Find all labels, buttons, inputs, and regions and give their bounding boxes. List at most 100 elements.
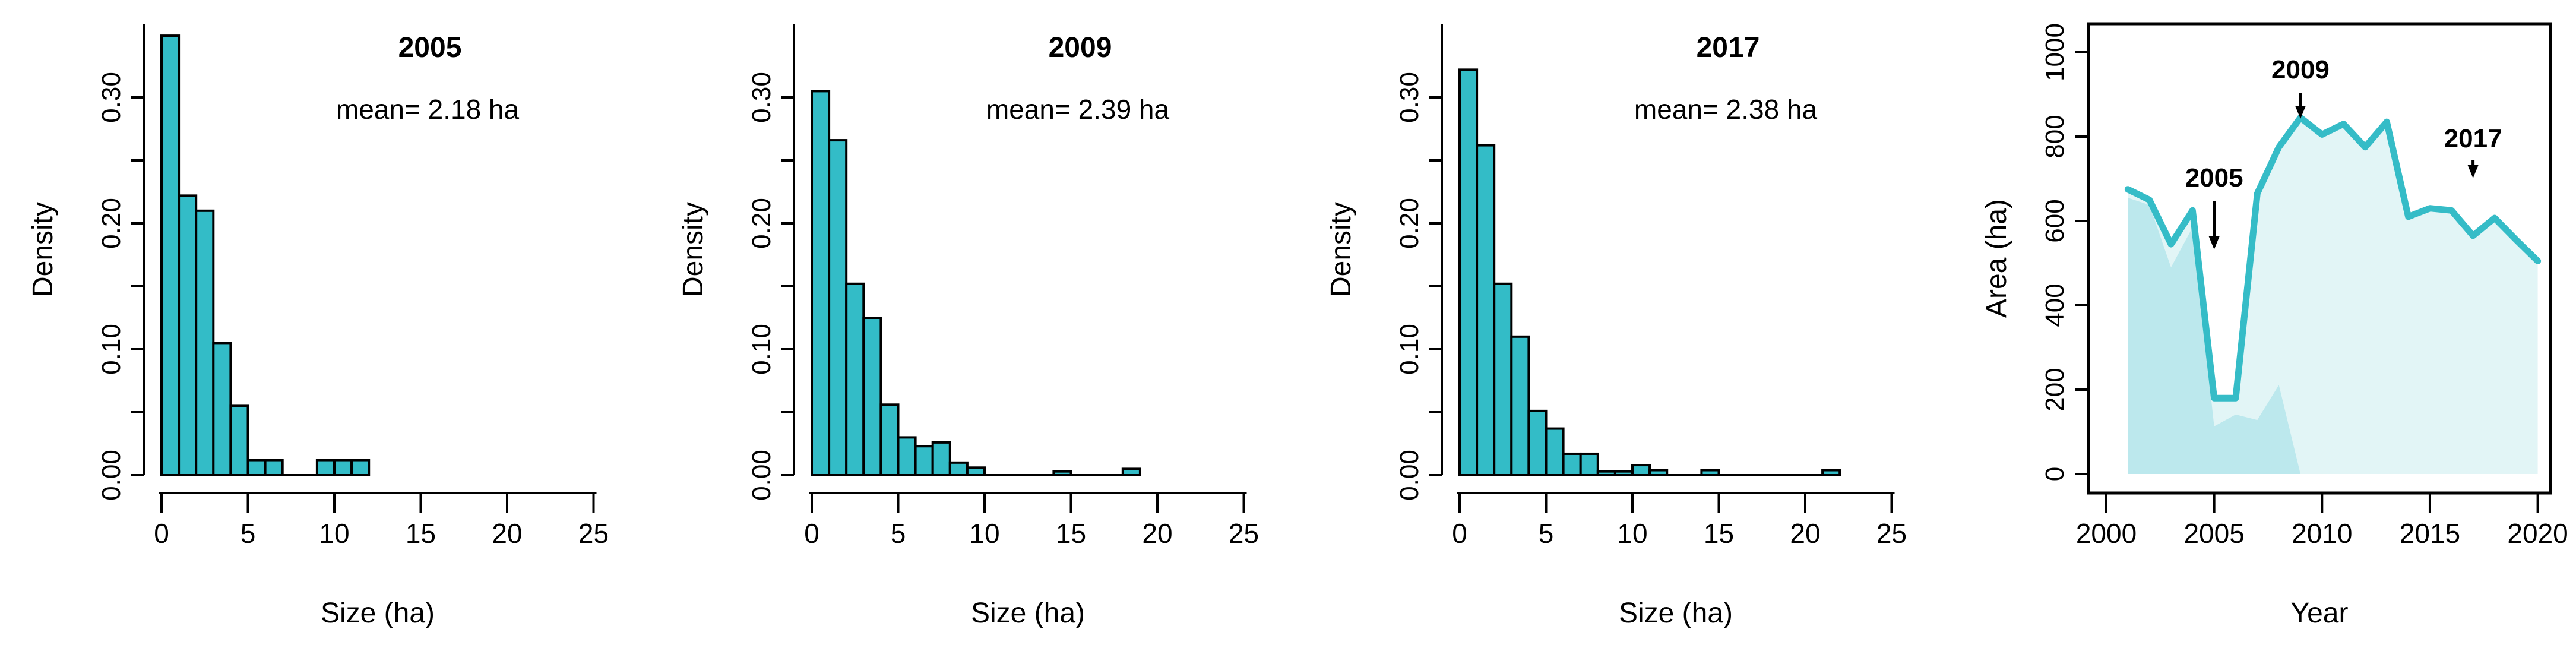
x-tick-label-15: 15 xyxy=(1056,518,1086,549)
annotation-arrowhead xyxy=(2467,165,2479,178)
histogram-bar xyxy=(1596,470,1616,477)
histogram-bar xyxy=(212,342,232,477)
y-tick-label-0.30: 0.30 xyxy=(97,72,126,123)
histogram-bar xyxy=(966,466,986,477)
panel-hist-2005: 2005 mean= 2.18 ha Size (ha) Density xyxy=(27,32,520,629)
panel-hist-2009: 2009 mean= 2.39 ha Size (ha) Density xyxy=(678,32,1170,629)
x-axis-title-size-2: Size (ha) xyxy=(971,598,1085,629)
y-tick-label-400: 400 xyxy=(2040,283,2069,327)
y-tick-label-0.20: 0.20 xyxy=(1395,198,1424,249)
y-tick-label-0.30: 0.30 xyxy=(1395,72,1424,123)
histogram-bar xyxy=(1545,427,1565,476)
chart-render-layer: 0.000.100.200.300 5 10 15 20 250.000.100.200.… xyxy=(97,22,2568,549)
panel-timeseries: Year Area (ha) xyxy=(1981,199,2349,629)
histogram-bar xyxy=(160,34,181,477)
x-tick-label-25: 25 xyxy=(1229,518,1259,549)
histogram-bar xyxy=(1648,469,1669,477)
histogram-bar xyxy=(1613,470,1634,477)
histogram-bar xyxy=(811,90,831,476)
histogram-bar xyxy=(1052,470,1072,477)
histogram-bar xyxy=(1476,144,1496,476)
histogram-bar xyxy=(333,459,353,476)
y-tick-label-0: 0 xyxy=(2040,467,2069,481)
y-tick-label-200: 200 xyxy=(2040,368,2069,411)
y-tick-label-0.30: 0.30 xyxy=(747,72,776,123)
mean-label-2005: mean= 2.18 ha xyxy=(336,94,520,125)
annotation-arrowhead xyxy=(2208,236,2220,249)
panel-title-2017: 2017 xyxy=(1697,32,1760,64)
histogram-bar xyxy=(897,436,917,477)
area-fill-light xyxy=(2128,118,2538,475)
y-tick-label-0.10: 0.10 xyxy=(97,324,126,375)
annotation-label-2017: 2017 xyxy=(2444,124,2502,153)
area-fill-medium xyxy=(2128,197,2300,474)
annotation-label-2005: 2005 xyxy=(2185,163,2243,192)
x-tick-label-5: 5 xyxy=(240,518,256,549)
histogram-bar xyxy=(1631,464,1651,476)
histogram-bar xyxy=(1821,469,1841,477)
annotation-label-2009: 2009 xyxy=(2271,55,2330,84)
x-tick-label-2000: 2000 xyxy=(2076,518,2137,549)
x-tick-label-0: 0 xyxy=(1452,518,1467,549)
histogram-bar xyxy=(1700,469,1720,477)
x-tick-label-5: 5 xyxy=(891,518,906,549)
x-tick-label-2010: 2010 xyxy=(2292,518,2352,549)
panel-hist-2017: 2017 mean= 2.38 ha Size (ha) Density xyxy=(1325,32,1818,629)
histogram-bar xyxy=(178,194,198,476)
x-axis-title-size-1: Size (ha) xyxy=(321,598,435,629)
histogram-bar xyxy=(246,459,267,476)
x-tick-label-0: 0 xyxy=(804,518,819,549)
y-axis-title-density-1: Density xyxy=(27,202,59,297)
y-tick-label-0.20: 0.20 xyxy=(747,198,776,249)
histogram-bar xyxy=(845,282,865,476)
y-tick-label-800: 800 xyxy=(2040,115,2069,158)
y-tick-label-0.20: 0.20 xyxy=(97,198,126,249)
x-tick-label-20: 20 xyxy=(1790,518,1820,549)
x-tick-label-0: 0 xyxy=(154,518,169,549)
y-axis-title-density-2: Density xyxy=(678,202,709,297)
x-tick-label-25: 25 xyxy=(1876,518,1907,549)
plot-box xyxy=(2087,22,2552,495)
histogram-bar xyxy=(862,317,882,476)
x-tick-label-10: 10 xyxy=(1617,518,1647,549)
histogram-bar xyxy=(1527,409,1548,477)
histogram-bar xyxy=(1562,452,1582,477)
y-tick-label-600: 600 xyxy=(2040,199,2069,242)
y-tick-label-1000: 1000 xyxy=(2040,23,2069,81)
histogram-bar xyxy=(1121,467,1141,477)
hist-panel-2009: 0.00 0.10 0.20 0.30 0 5 10 15 20 25 xyxy=(747,24,1259,549)
y-tick-label-0.10: 0.10 xyxy=(1395,324,1424,375)
x-axis-title-year: Year xyxy=(2291,598,2349,629)
mean-label-2009: mean= 2.39 ha xyxy=(986,94,1170,125)
x-tick-label-5: 5 xyxy=(1539,518,1554,549)
x-tick-label-10: 10 xyxy=(969,518,999,549)
x-tick-label-2005: 2005 xyxy=(2183,518,2244,549)
x-axis-title-size-3: Size (ha) xyxy=(1619,598,1733,629)
panel-title-2009: 2009 xyxy=(1049,32,1112,64)
histogram-bar xyxy=(315,459,336,476)
histogram-bar xyxy=(948,461,969,476)
timeseries-panel: 2000 2005 2010 2015 2020 0 200 400 600 800 1000 200… xyxy=(2040,22,2568,549)
histogram-bar xyxy=(1493,282,1513,476)
x-tick-label-20: 20 xyxy=(1142,518,1172,549)
histogram-bar xyxy=(350,459,371,476)
x-tick-label-20: 20 xyxy=(492,518,522,549)
histogram-bar xyxy=(229,404,249,477)
y-tick-label-0.00: 0.00 xyxy=(1395,450,1424,501)
y-tick-label-0.00: 0.00 xyxy=(97,450,126,501)
x-tick-label-2020: 2020 xyxy=(2507,518,2568,549)
histogram-bar xyxy=(1458,68,1479,477)
x-tick-label-15: 15 xyxy=(406,518,436,549)
x-tick-label-15: 15 xyxy=(1704,518,1734,549)
histogram-bar xyxy=(879,403,900,477)
panel-title-2005: 2005 xyxy=(398,32,462,64)
annotation-arrowhead xyxy=(2295,106,2306,119)
histogram-bar xyxy=(828,139,848,476)
y-axis-title-area: Area (ha) xyxy=(1981,199,2012,318)
histogram-bar xyxy=(1579,452,1599,477)
hist-panel-2017: 0.00 0.10 0.20 0.30 0 5 10 15 20 25 xyxy=(1395,24,1907,549)
y-tick-label-0.00: 0.00 xyxy=(747,450,776,501)
histogram-bar xyxy=(914,445,934,476)
y-tick-label-0.10: 0.10 xyxy=(747,324,776,375)
histogram-bar xyxy=(264,459,284,476)
